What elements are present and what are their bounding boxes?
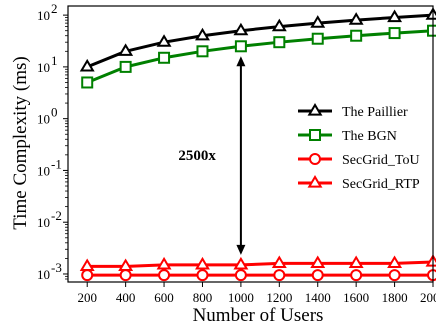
y-tick-label-3: 10 [37,112,50,127]
series-2-point-9 [427,269,436,282]
series-1-point-9 [427,24,436,37]
y-axis-label: Time Complexity (ms) [10,56,31,229]
x-axis-label: Number of Users [193,305,324,326]
series-2-point-7 [350,269,363,282]
series-0-point-1 [118,43,134,56]
legend-label-0: The Paillier [342,105,408,120]
annotation-arrow-head-top [236,56,246,67]
x-tick-label-8: 1800 [382,290,408,305]
x-tick-label-5: 1200 [266,290,292,305]
y-tick-label-exp-4: 1 [51,53,58,68]
series-0-point-7 [348,12,364,25]
x-tick-label-3: 800 [193,290,213,305]
legend-marker-1 [309,129,321,141]
series-line-0 [86,13,434,69]
y-tick-label-5: 10 [37,8,50,23]
series-3-point-2 [156,256,172,270]
legend-label-1: The BGN [342,129,397,144]
series-2-point-0 [81,269,94,282]
x-tick-label-7: 1600 [343,290,369,305]
series-2-point-4 [234,269,247,282]
y-tick-label-exp-3: 0 [51,105,58,120]
legend-label-3: SecGrid_RTP [342,177,420,192]
series-0-point-0 [79,58,95,72]
series-0-point-2 [156,34,172,47]
series-3-point-6 [310,255,326,269]
series-1-point-4 [234,40,247,53]
axes-layer: 20040060080010001200140016001800200010-3… [37,1,436,305]
series-1-point-3 [196,45,209,58]
series-0-point-8 [387,9,403,23]
legend-label-2: SecGrid_ToU [342,153,420,168]
series-3-point-4 [233,256,249,270]
legend: The Paillier The BGN SecGrid_ToU SecGrid_RT… [298,103,420,192]
series-1-point-0 [81,76,94,89]
series-2-point-2 [158,269,171,282]
legend-marker-2 [309,153,321,165]
y-tick-label-exp-0: -3 [51,260,62,275]
series-3-point-8 [387,255,403,269]
plot-frame [67,5,434,283]
series-1-point-8 [388,27,401,40]
legend-marker-0 [307,103,323,116]
series-3-point-3 [195,256,210,270]
series-0-point-5 [271,18,287,32]
y-tick-label-exp-2: -1 [51,156,62,171]
annotation-arrow-head-bottom [236,244,246,255]
y-tick-label-4: 10 [37,60,50,75]
series-2-point-6 [311,269,324,282]
series-1-point-7 [350,29,363,42]
series-line-3 [87,260,434,268]
x-tick-label-2: 600 [154,290,174,305]
series-1-point-6 [311,32,324,45]
y-tick-label-exp-1: -2 [51,208,62,223]
plot-layer: 2500x [79,7,436,282]
series-1-point-1 [119,60,132,73]
y-tick-label-1: 10 [37,215,50,230]
x-tick-label-4: 1000 [228,290,254,305]
series-1-point-2 [158,51,171,64]
series-line-1 [86,29,434,84]
x-tick-label-0: 200 [77,290,97,305]
series-3-point-0 [79,258,95,272]
series-1-point-5 [273,36,286,49]
legend-marker-3 [307,175,323,188]
series-2-point-8 [388,269,401,282]
x-tick-label-9: 2000 [420,290,436,305]
series-3-point-5 [271,255,287,269]
series-3-point-7 [348,255,364,269]
series-0-point-3 [195,27,210,41]
series-2-point-1 [119,269,132,282]
series-2-point-5 [273,269,286,282]
x-tick-label-6: 1400 [305,290,331,305]
series-3-point-1 [118,258,134,272]
series-2-point-3 [196,269,209,282]
x-tick-label-1: 400 [116,290,136,305]
series-0-point-6 [310,15,326,28]
y-tick-label-exp-5: 2 [51,1,58,16]
y-tick-label-2: 10 [37,163,50,178]
y-tick-label-0: 10 [37,267,50,282]
series-0-point-4 [233,22,249,36]
annotation-label: 2500x [178,148,216,164]
